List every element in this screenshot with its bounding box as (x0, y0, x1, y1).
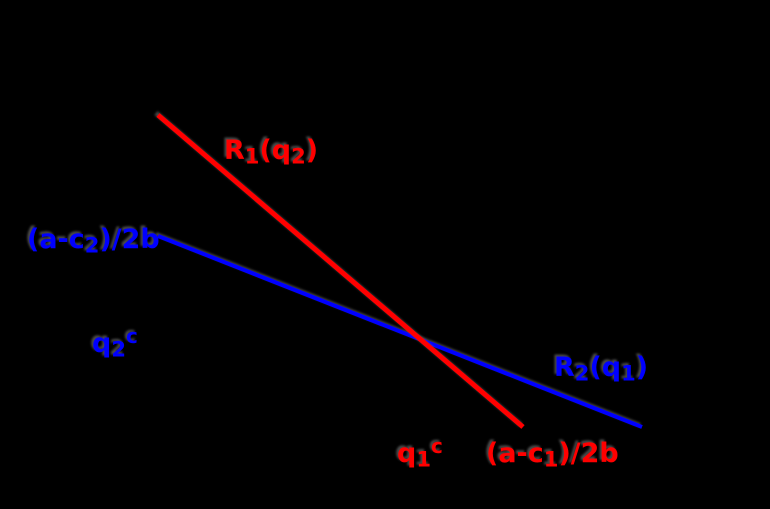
subscript: 1 (244, 143, 260, 169)
label-text: R (554, 352, 575, 383)
superscript: c (125, 324, 138, 349)
subscript: 1 (416, 446, 431, 472)
label-text: )/2b (99, 224, 160, 255)
label-text: ) (635, 352, 649, 383)
label-r2-reaction: R2(q1) (554, 352, 649, 384)
label-text: )/2b (558, 438, 619, 469)
superscript: c (430, 434, 443, 459)
label-text: ) (305, 135, 319, 166)
label-monopoly-q2-intercept: (a-c2)/2b (27, 224, 160, 256)
firm1-reaction-line (156, 113, 525, 429)
label-q1-cournot: q1c (397, 436, 443, 470)
subscript: 1 (543, 446, 559, 472)
label-r1-reaction: R1(q2) (224, 135, 319, 167)
label-text: q (92, 328, 112, 359)
label-text: (q (259, 135, 292, 166)
firm2-reaction-line (157, 234, 643, 429)
subscript: 2 (291, 143, 306, 169)
label-text: R (224, 135, 245, 166)
label-text: (q (589, 352, 622, 383)
subscript: 2 (574, 360, 590, 386)
label-text: (a-c (27, 224, 85, 255)
label-text: q (397, 438, 417, 469)
subscript: 2 (84, 232, 100, 258)
label-q2-cournot: q2c (92, 326, 138, 360)
label-monopoly-q1-intercept: (a-c1)/2b (486, 438, 619, 470)
subscript: 2 (111, 336, 126, 362)
label-text: (a-c (486, 438, 544, 469)
subscript: 1 (621, 360, 636, 386)
